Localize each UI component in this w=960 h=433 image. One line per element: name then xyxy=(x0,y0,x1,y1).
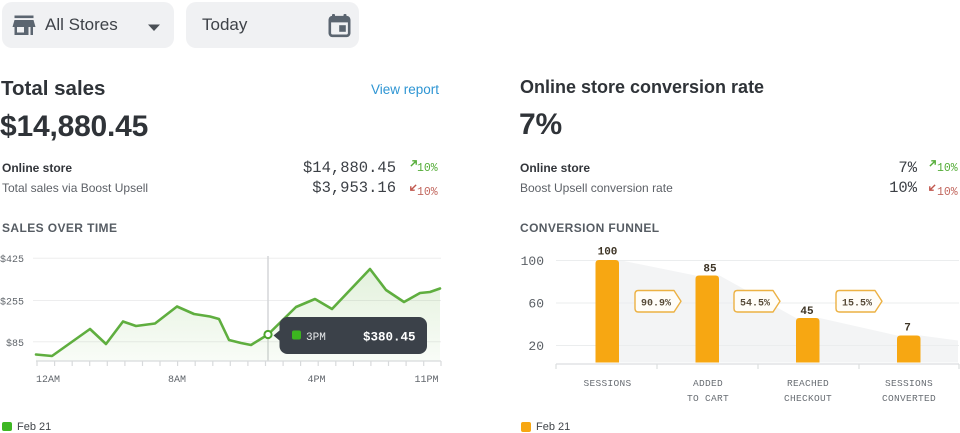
svg-text:8AM: 8AM xyxy=(168,375,186,386)
svg-text:SESSIONS: SESSIONS xyxy=(885,378,933,389)
svg-text:REACHED: REACHED xyxy=(787,378,829,389)
svg-text:SESSIONS: SESSIONS xyxy=(583,378,631,389)
svg-text:100: 100 xyxy=(598,247,618,259)
svg-text:54.5%: 54.5% xyxy=(740,299,770,310)
svg-text:TO CART: TO CART xyxy=(687,393,729,404)
svg-text:$380.45: $380.45 xyxy=(363,331,416,345)
svg-text:60: 60 xyxy=(528,297,544,312)
svg-text:$85: $85 xyxy=(6,338,24,350)
svg-text:4PM: 4PM xyxy=(307,375,325,386)
svg-text:45: 45 xyxy=(800,306,814,318)
svg-text:85: 85 xyxy=(703,264,717,276)
svg-text:20: 20 xyxy=(528,339,544,354)
svg-text:CHECKOUT: CHECKOUT xyxy=(784,393,832,404)
svg-text:3PM: 3PM xyxy=(306,332,326,344)
svg-text:90.9%: 90.9% xyxy=(641,299,671,310)
svg-text:$255: $255 xyxy=(0,297,24,309)
svg-text:7: 7 xyxy=(904,323,911,335)
svg-text:12AM: 12AM xyxy=(36,375,60,386)
svg-text:CONVERTED: CONVERTED xyxy=(882,393,936,404)
svg-text:11PM: 11PM xyxy=(414,375,438,386)
svg-text:100: 100 xyxy=(521,254,544,269)
svg-text:$425: $425 xyxy=(0,254,24,266)
svg-text:15.5%: 15.5% xyxy=(842,299,872,310)
svg-text:ADDED: ADDED xyxy=(693,378,723,389)
